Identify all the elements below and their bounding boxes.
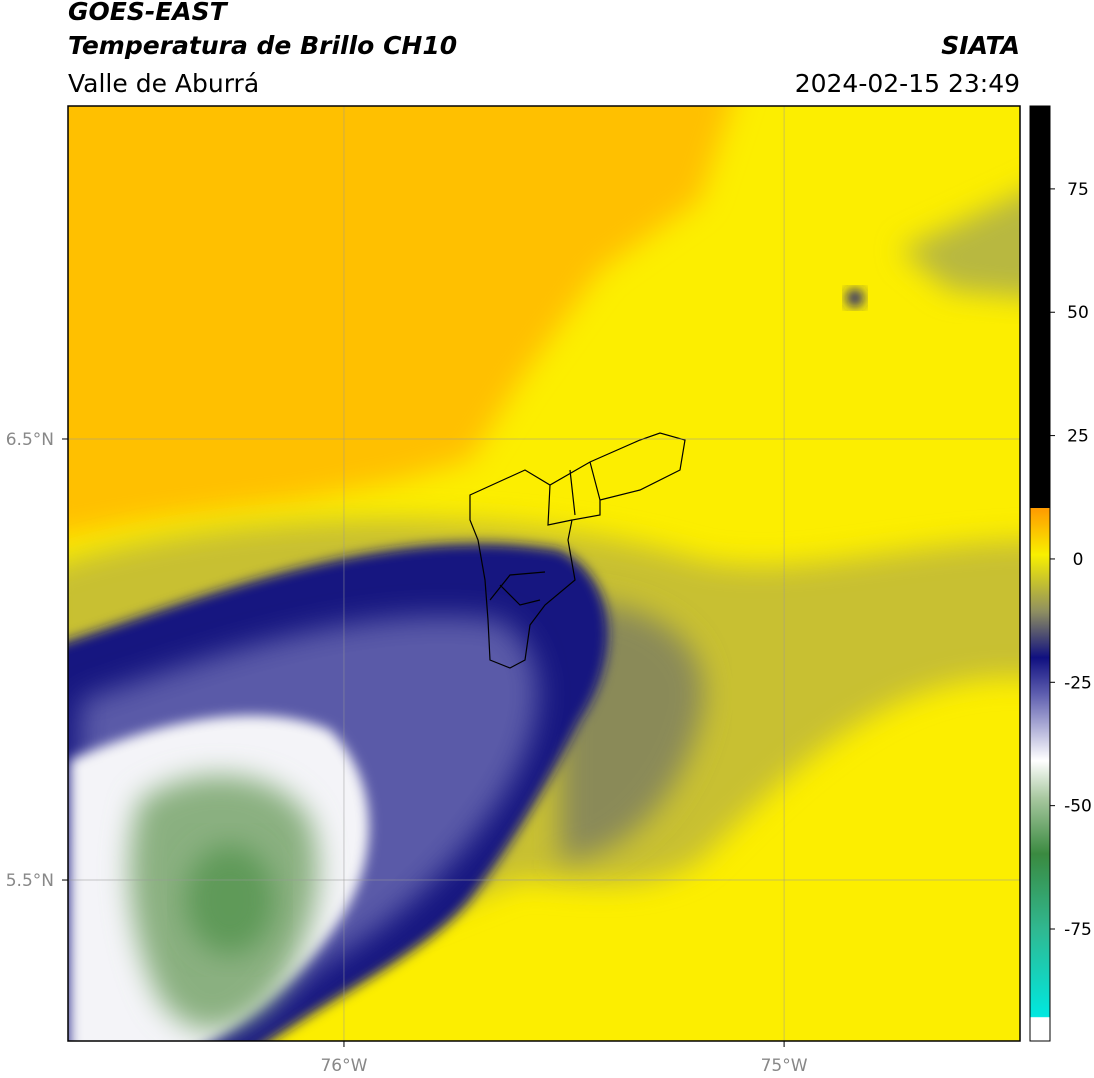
lat-tick-label: 6.5°N <box>6 430 54 450</box>
colorbar-tick-label: 25 <box>1067 427 1089 447</box>
colorbar-tick-label: 75 <box>1067 180 1089 200</box>
colorbar-tick-label: 0 <box>1073 550 1084 570</box>
lat-tick-label: 5.5°N <box>6 871 54 891</box>
colorbar-tick-label: -50 <box>1064 797 1092 817</box>
datetime: 2024-02-15 23:49 <box>795 69 1020 98</box>
lon-tick-label: 75°W <box>761 1056 808 1076</box>
satellite-image <box>68 106 1020 1041</box>
colorbar-tick-label: -75 <box>1064 920 1092 940</box>
lon-tick-label: 76°W <box>320 1056 367 1076</box>
region: Valle de Aburrá <box>68 69 259 98</box>
colorbar-tick-label: -25 <box>1064 673 1092 693</box>
source: SIATA <box>941 31 1020 60</box>
colorbar-tick-label: 50 <box>1067 303 1089 323</box>
municipality-outline <box>469 432 686 669</box>
colorbar <box>1029 105 1051 1042</box>
subtitle: Temperatura de Brillo CH10 <box>68 31 457 60</box>
title: GOES-EAST <box>68 0 229 26</box>
map-frame <box>67 105 1021 1042</box>
